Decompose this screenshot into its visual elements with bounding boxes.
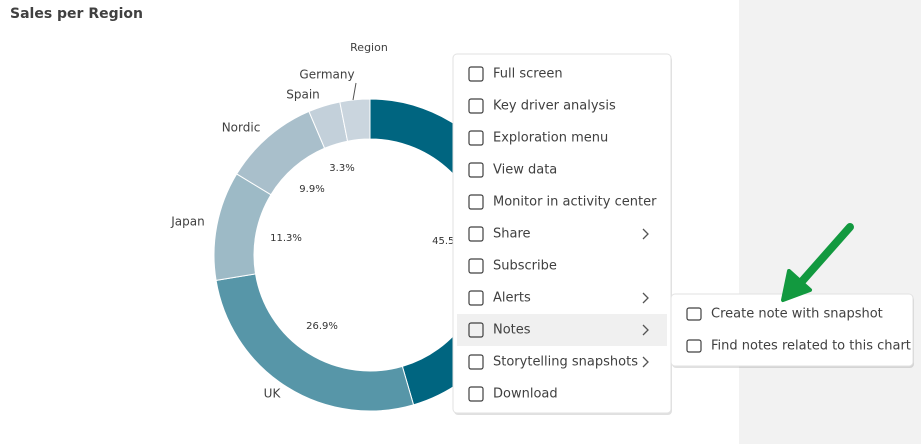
- value-label: 45.5%: [432, 236, 464, 247]
- dimension-label: Region: [350, 41, 388, 54]
- side-panel: [739, 0, 921, 444]
- submenu: Create note with snapshot Find notes rela…: [670, 293, 914, 368]
- slice: [215, 273, 415, 412]
- menu-item[interactable]: Key driver analysis: [493, 99, 616, 114]
- menu-icon: [468, 130, 484, 146]
- slice-name: Germany: [299, 68, 354, 82]
- menu-icon: [468, 386, 484, 402]
- submenu-box: [670, 293, 914, 367]
- menu-icon: [468, 66, 484, 82]
- submenu-icon: [686, 307, 702, 321]
- submenu-item[interactable]: Find notes related to this chart: [711, 339, 911, 354]
- menu-icon: [468, 354, 484, 370]
- value-label: 9.9%: [299, 184, 324, 195]
- slice-name: Spain: [286, 88, 320, 102]
- menu-icon: [468, 322, 484, 338]
- value-label: 26.9%: [306, 321, 338, 332]
- chevron: [642, 324, 649, 336]
- menu-icon: [468, 98, 484, 114]
- slice-name: Nordic: [222, 121, 261, 135]
- menu-highlight: [457, 314, 667, 346]
- menu-icon: [468, 194, 484, 210]
- menu-icon: [468, 290, 484, 306]
- menu-item[interactable]: Exploration menu: [493, 131, 608, 146]
- menu-item[interactable]: Notes: [493, 323, 531, 338]
- menu-icon: [468, 162, 484, 178]
- menu-icon: [468, 226, 484, 242]
- menu-item[interactable]: Full screen: [493, 67, 563, 82]
- menu-item[interactable]: Download: [493, 387, 558, 402]
- slice: [339, 98, 371, 142]
- green-arrow: [781, 223, 854, 302]
- context-menu: Full screen Key driver analysis Exploratio…: [452, 53, 672, 415]
- menu-item[interactable]: Alerts: [493, 291, 531, 306]
- menu-item[interactable]: View data: [493, 163, 557, 178]
- chevron: [642, 356, 649, 368]
- value-label: 11.3%: [270, 233, 302, 244]
- menu-icon: [468, 258, 484, 274]
- menu-item[interactable]: Subscribe: [493, 259, 557, 274]
- chevron: [642, 228, 649, 240]
- leader-line: [352, 82, 357, 101]
- menu-item[interactable]: Share: [493, 227, 531, 242]
- submenu-item[interactable]: Create note with snapshot: [711, 307, 883, 322]
- menu-item[interactable]: Monitor in activity center: [493, 195, 657, 210]
- chevron: [642, 292, 649, 304]
- chart-title: Sales per Region: [10, 6, 143, 22]
- value-label: 3.3%: [329, 163, 354, 174]
- menu-item[interactable]: Storytelling snapshots: [493, 355, 638, 370]
- slice-name: UK: [264, 387, 282, 401]
- submenu-icon: [686, 339, 702, 353]
- slice-name: Japan: [170, 215, 204, 229]
